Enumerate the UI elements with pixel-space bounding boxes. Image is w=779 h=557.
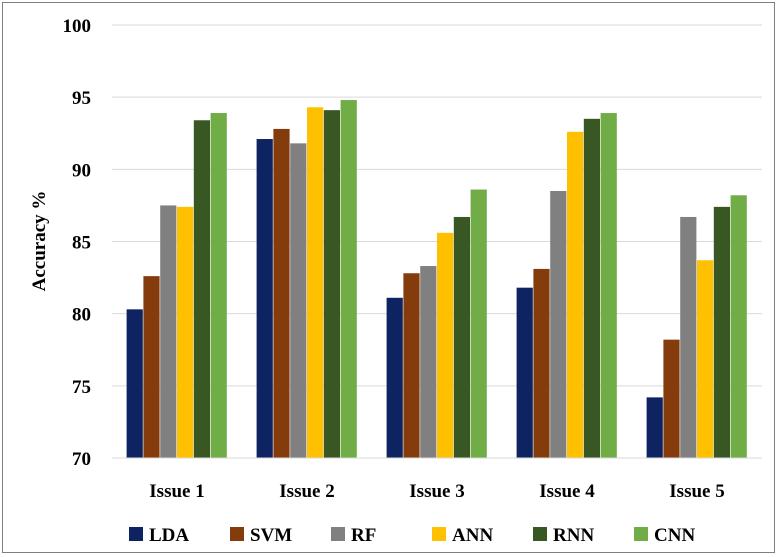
bar-cnn (340, 100, 357, 459)
y-tick-label: 75 (72, 377, 91, 398)
legend-label-ann: ANN (452, 525, 493, 546)
bar-lda (386, 297, 403, 458)
x-tick-label: Issue 4 (539, 481, 595, 502)
bar-lda (516, 287, 533, 458)
legend-label-rnn: RNN (553, 525, 594, 546)
bars (126, 100, 747, 459)
bar-cnn (210, 113, 227, 458)
bar-ann (437, 232, 454, 458)
legend-label-cnn: CNN (654, 525, 695, 546)
x-tick-label: Issue 5 (669, 481, 724, 502)
bar-svm (143, 276, 160, 458)
bar-lda (256, 139, 273, 458)
legend-swatch-rnn (533, 527, 547, 541)
bar-cnn (730, 195, 747, 458)
bar-cnn (470, 189, 487, 459)
bar-rnn (193, 120, 210, 458)
bar-rf (680, 216, 697, 458)
y-tick-label: 95 (72, 88, 91, 109)
x-tick-label: Issue 3 (409, 481, 464, 502)
bar-rf (290, 143, 307, 458)
bar-ann (567, 131, 584, 458)
legend: LDA SVM RF ANN RNN CNN (129, 525, 695, 546)
bar-rf (550, 190, 567, 459)
bar-lda (646, 397, 663, 458)
y-tick-label: 70 (72, 449, 91, 470)
bar-rf (160, 205, 177, 458)
y-tick-label: 85 (72, 233, 91, 254)
legend-label-lda: LDA (149, 525, 189, 546)
bar-lda (126, 309, 143, 458)
bar-rnn (713, 206, 730, 458)
bar-ann (307, 107, 324, 459)
legend-label-rf: RF (351, 525, 376, 546)
y-tick-label: 80 (72, 305, 91, 326)
legend-swatch-cnn (634, 527, 648, 541)
y-tick-label: 90 (72, 160, 91, 181)
legend-label-svm: SVM (250, 525, 292, 546)
y-tick-label: 100 (63, 16, 92, 37)
bar-rnn (583, 118, 600, 458)
bar-rnn (323, 110, 340, 458)
bar-svm (403, 273, 420, 458)
legend-swatch-lda (129, 527, 143, 541)
x-tick-label: Issue 1 (149, 481, 204, 502)
bar-cnn (600, 113, 617, 458)
bar-svm (533, 268, 550, 458)
y-axis-ticks: 70 75 80 85 90 95 100 (63, 16, 92, 470)
bar-svm (273, 128, 290, 459)
bar-ann (177, 206, 194, 458)
bar-rf (420, 266, 437, 458)
legend-swatch-svm (230, 527, 244, 541)
y-axis-title: Accuracy % (29, 191, 50, 292)
bar-rnn (453, 216, 470, 458)
legend-swatch-rf (331, 527, 345, 541)
bar-svm (663, 339, 680, 458)
bar-ann (697, 260, 714, 458)
legend-swatch-ann (432, 527, 446, 541)
x-axis-ticks: Issue 1 Issue 2 Issue 3 Issue 4 Issue 5 (149, 481, 724, 502)
x-tick-label: Issue 2 (279, 481, 334, 502)
